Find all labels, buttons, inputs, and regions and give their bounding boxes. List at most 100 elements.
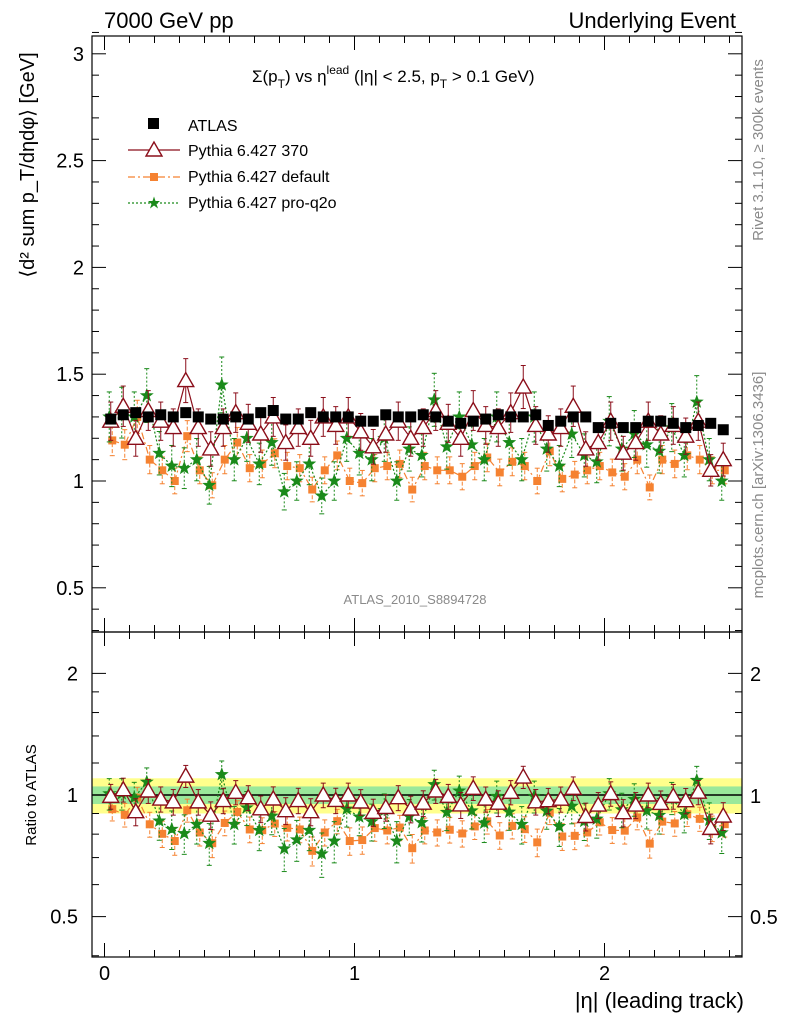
pythia-proq2o-marker (639, 437, 654, 451)
pythia-370-marker (376, 424, 395, 441)
atlas-marker (355, 415, 367, 427)
atlas-marker (542, 419, 554, 431)
main-y-tick-label-3: 3 (73, 44, 84, 66)
atlas-marker (630, 422, 642, 434)
pythia-370-marker (114, 780, 133, 797)
pythia-proq2o-marker (214, 767, 229, 781)
pythia-proq2o-marker (202, 477, 217, 492)
pythia-370-marker (576, 439, 595, 456)
atlas-marker (267, 405, 279, 417)
pythia-default-marker (645, 839, 654, 848)
pythia-proq2o-marker (352, 445, 367, 460)
pythia-proq2o-marker (302, 456, 317, 470)
pythia-proq2o-marker (689, 772, 704, 787)
atlas-marker (480, 413, 492, 425)
pythia-370-marker (389, 788, 408, 805)
pythia-370-marker (514, 767, 533, 784)
pythia-370-marker (564, 396, 583, 413)
atlas-marker (342, 411, 354, 423)
plot-title-lead-sup: lead (327, 63, 350, 77)
atlas-marker (567, 411, 579, 423)
atlas-marker (642, 415, 654, 427)
pythia-370-marker (301, 802, 320, 819)
pythia-default-marker (120, 810, 129, 819)
pythia-proq2o-marker (277, 484, 292, 498)
pythia-370-marker (251, 424, 270, 441)
pythia-370-marker (451, 428, 470, 445)
pythia-proq2o-marker (452, 783, 467, 797)
main-y-tick-label-1.5: 1.5 (56, 364, 84, 386)
pythia-default-marker (720, 820, 729, 829)
x-tick-label-1: 1 (349, 963, 360, 985)
atlas-marker (530, 409, 542, 421)
pythia-proq2o-marker (427, 392, 442, 406)
pythia-370-marker (201, 805, 220, 822)
ratio-right-tick-2: 2 (750, 664, 761, 686)
ratio-right-tick-0.5: 0.5 (750, 907, 778, 929)
pythia-proq2o-marker (539, 441, 554, 455)
pythia-proq2o-marker (302, 822, 317, 837)
atlas-marker (192, 411, 204, 423)
mcplots-reference-text: mcplots.cern.ch [arXiv:1306.3436] (750, 372, 767, 599)
pythia-370-marker (414, 793, 433, 810)
atlas-marker (105, 413, 117, 425)
pythia-370-marker (126, 802, 145, 819)
pythia-proq2o-marker (252, 822, 267, 837)
pythia-370-marker (526, 416, 545, 433)
pythia-370-marker (476, 789, 495, 806)
pythia-proq2o-marker (364, 814, 379, 828)
pythia-default-marker (308, 846, 317, 855)
atlas-marker (330, 411, 342, 423)
pythia-default-marker (670, 459, 679, 468)
pythia-370-marker (701, 460, 720, 478)
rivet-version-text: Rivet 3.1.10, ≥ 300k events (750, 59, 767, 241)
ratio-right-tick-1: 1 (750, 786, 761, 808)
atlas-marker (117, 409, 129, 421)
pythia-370-marker (264, 789, 283, 806)
pythia-default-marker (670, 819, 679, 828)
pythia-proq2o-marker (189, 452, 204, 466)
pythia-370-marker (226, 782, 245, 800)
pythia-370-marker (289, 791, 308, 808)
pythia-proq2o-marker (477, 815, 492, 829)
pythia-default-marker (220, 455, 229, 464)
pythia-default-marker (445, 825, 454, 834)
pythia-370-marker (451, 795, 470, 812)
atlas-marker (555, 415, 567, 427)
atlas-marker (680, 422, 692, 434)
pythia-proq2o-marker (414, 815, 429, 829)
atlas-marker (605, 417, 617, 429)
pythia-proq2o-marker (327, 473, 342, 488)
pythia-proq2o-marker (652, 443, 667, 458)
pythia-proq2o-marker (677, 448, 692, 462)
atlas-marker (217, 413, 229, 425)
atlas-marker (280, 413, 292, 425)
pythia-370-marker (126, 428, 145, 445)
pythia-370-marker (589, 795, 608, 812)
pythia-default-marker (270, 449, 279, 458)
pythia-default-marker (183, 806, 192, 815)
legend-label-proq2o: Pythia 6.427 pro-q2o (188, 195, 337, 212)
pythia-proq2o-marker (252, 456, 267, 470)
plot-title-pt-sub: T (278, 77, 286, 91)
pythia-default-marker (520, 462, 529, 471)
pythia-default-marker (195, 466, 204, 475)
pythia-370-marker (314, 785, 333, 802)
pythia-default-marker (583, 466, 592, 475)
pythia-proq2o-marker (314, 488, 329, 502)
pythia-370-marker (164, 792, 183, 809)
pythia-370-marker (364, 802, 383, 819)
pythia-370-marker (351, 792, 370, 809)
atlas-marker (392, 411, 404, 423)
pythia-default-marker (458, 472, 467, 481)
pythia-default-marker (358, 836, 367, 845)
pythia-proq2o-marker (514, 816, 529, 831)
pythia-default-marker (408, 485, 417, 494)
plot-title-mid: ) vs η (285, 67, 327, 86)
pythia-proq2o-marker (552, 458, 567, 473)
pythia-default-marker (420, 826, 429, 835)
pythia-370-marker (401, 428, 420, 445)
atlas-marker (242, 413, 254, 425)
pythia-default-marker (458, 829, 467, 838)
